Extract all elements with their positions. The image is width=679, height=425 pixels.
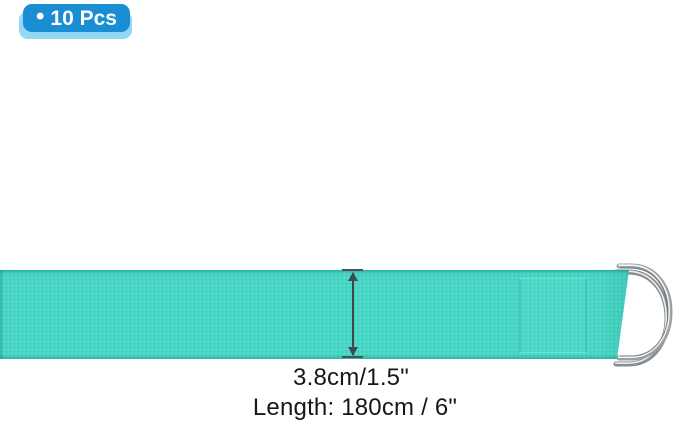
arrowhead-down-icon [348, 347, 358, 356]
dimension-arrow-line [352, 273, 354, 355]
dimension-cap-bottom [342, 356, 363, 358]
dimension-cap-top [342, 269, 363, 271]
stitch-box [519, 278, 587, 353]
quantity-badge: • 10 Pcs [23, 4, 130, 32]
yoga-strap [0, 270, 629, 359]
arrowhead-up-icon [348, 272, 358, 281]
width-dimension-label: 3.8cm/1.5" [293, 364, 409, 391]
quantity-badge-label: 10 Pcs [50, 6, 117, 30]
d-rings-icon [613, 263, 673, 367]
length-dimension-label: Length: 180cm / 6" [252, 394, 458, 421]
